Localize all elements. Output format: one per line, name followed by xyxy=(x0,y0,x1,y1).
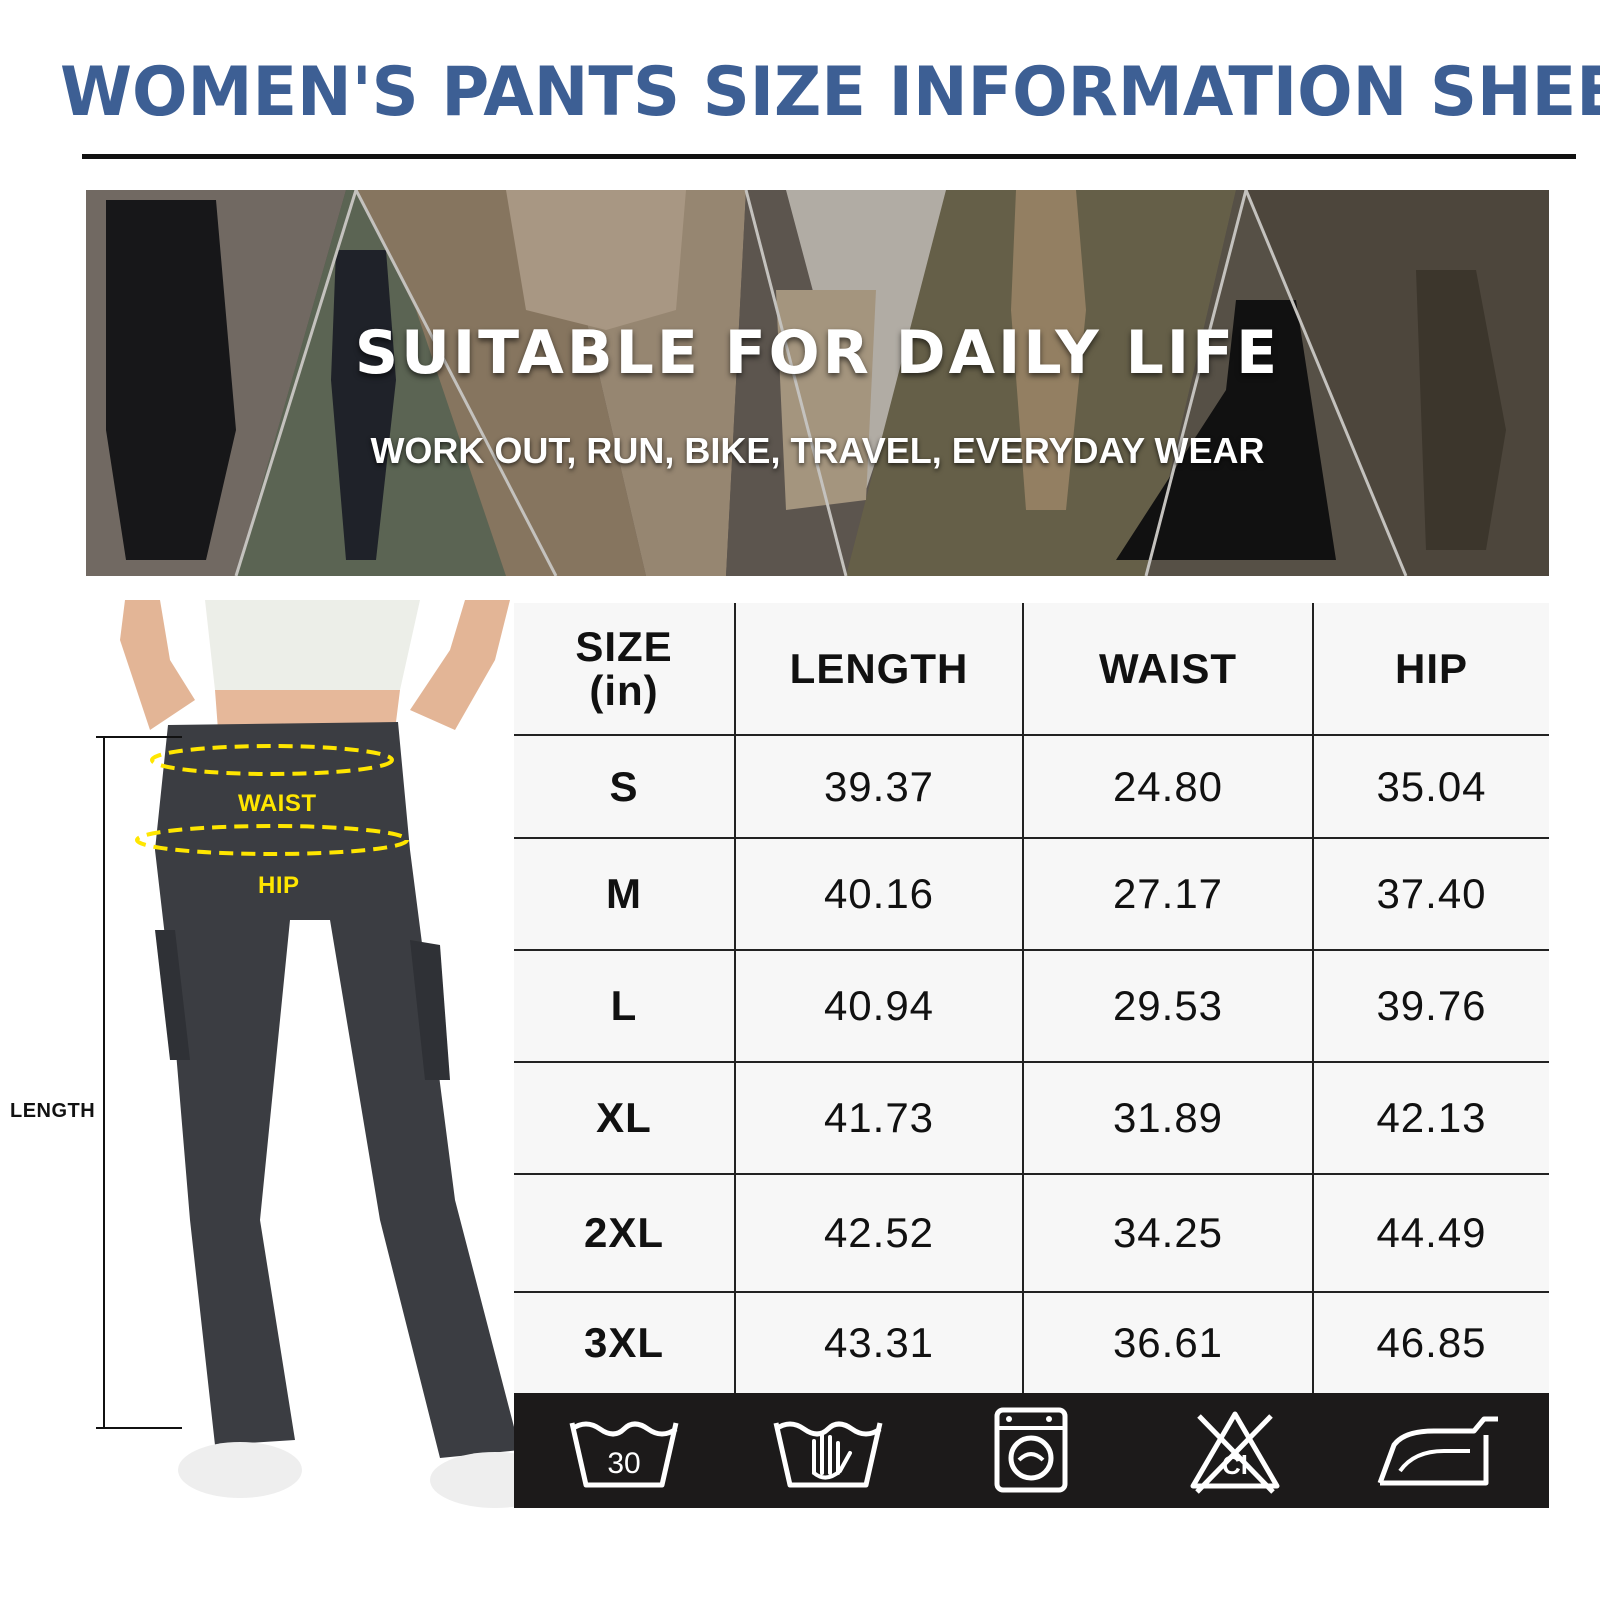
table-row: XL 41.73 31.89 42.13 xyxy=(514,1062,1549,1175)
banner-subline: WORK OUT, RUN, BIKE, TRAVEL, EVERYDAY WE… xyxy=(370,430,1265,471)
length-cell: 40.16 xyxy=(735,838,1024,951)
header-waist: WAIST xyxy=(1023,603,1314,736)
wash-temp-text: 30 xyxy=(607,1447,640,1480)
collage-divider xyxy=(1244,190,1408,576)
header-size-line2: (in) xyxy=(589,666,659,714)
size-cell: L xyxy=(514,950,736,1063)
hand-wash-icon xyxy=(763,1401,893,1501)
hip-cell: 42.13 xyxy=(1313,1062,1549,1175)
length-cell: 41.73 xyxy=(735,1062,1024,1175)
cargo-pocket xyxy=(410,940,450,1080)
size-table: SIZE (in) LENGTH WAIST HIP S 39.37 24.80… xyxy=(514,603,1549,1393)
length-cell: 40.94 xyxy=(735,950,1024,1063)
pants xyxy=(155,722,520,1458)
length-cell: 43.31 xyxy=(735,1292,1024,1393)
waist-cell: 24.80 xyxy=(1023,735,1314,839)
table-row: S 39.37 24.80 35.04 xyxy=(514,735,1549,839)
header-hip: HIP xyxy=(1313,603,1549,736)
waist-cell: 31.89 xyxy=(1023,1062,1314,1175)
iron-icon xyxy=(1374,1401,1504,1501)
collage-divider xyxy=(354,190,558,576)
header-size: SIZE (in) xyxy=(514,603,736,736)
waist-label: WAIST xyxy=(238,790,317,817)
table-row: 2XL 42.52 34.25 44.49 xyxy=(514,1174,1549,1293)
size-cell: M xyxy=(514,838,736,951)
collage-divider xyxy=(1144,190,1248,576)
model-figure: WAIST HIP xyxy=(0,600,590,1540)
length-cell: 39.37 xyxy=(735,735,1024,839)
crop-top xyxy=(205,600,420,690)
cargo-pocket xyxy=(155,930,190,1060)
table-row: 3XL 43.31 36.61 46.85 xyxy=(514,1292,1549,1393)
header-size-line1: SIZE xyxy=(575,622,673,670)
collage-panel xyxy=(786,190,966,490)
person-silhouette xyxy=(1011,190,1086,510)
person-silhouette xyxy=(1116,300,1336,560)
table-header-row: SIZE (in) LENGTH WAIST HIP xyxy=(514,603,1549,736)
collage-divider xyxy=(234,190,358,576)
banner-headline: SUITABLE FOR DAILY LIFE xyxy=(354,318,1281,388)
person-silhouette xyxy=(106,200,236,560)
do-not-bleach-icon: Cl xyxy=(1170,1401,1300,1501)
hip-guide xyxy=(135,824,409,856)
header-length: LENGTH xyxy=(735,603,1024,736)
waist-cell: 36.61 xyxy=(1023,1292,1314,1393)
midriff xyxy=(215,690,400,730)
sneaker xyxy=(178,1442,302,1498)
person-silhouette xyxy=(1416,270,1506,550)
hip-label: HIP xyxy=(258,872,300,899)
waist-cell: 27.17 xyxy=(1023,838,1314,951)
collage-divider xyxy=(744,190,848,576)
size-cell: 2XL xyxy=(514,1174,736,1293)
hip-cell: 46.85 xyxy=(1376,1319,1487,1366)
hip-cell: 35.04 xyxy=(1313,735,1549,839)
lifestyle-banner: SUITABLE FOR DAILY LIFE WORK OUT, RUN, B… xyxy=(86,190,1549,576)
length-label: LENGTH xyxy=(10,1100,96,1122)
page-title: WOMEN'S PANTS SIZE INFORMATION SHEET xyxy=(60,53,1600,132)
banner-shade xyxy=(86,190,1549,576)
banner-collage xyxy=(86,190,1549,576)
machine-wash-icon xyxy=(966,1401,1096,1501)
size-cell: 3XL xyxy=(514,1292,736,1393)
wash-30-icon: 30 xyxy=(559,1401,689,1501)
care-instructions: 30 Cl xyxy=(514,1393,1549,1508)
person-silhouette xyxy=(506,190,686,330)
table-row: M 40.16 27.17 37.40 xyxy=(514,838,1549,951)
size-cell: XL xyxy=(514,1062,736,1175)
table-row: L 40.94 29.53 39.76 xyxy=(514,950,1549,1063)
person-silhouette xyxy=(776,290,876,510)
pants-model-illustration xyxy=(96,600,560,1508)
waist-guide xyxy=(150,744,394,776)
bleach-mark-text: Cl xyxy=(1222,1450,1248,1480)
hip-cell: 37.40 xyxy=(1313,838,1549,951)
person-silhouette xyxy=(331,250,396,560)
hip-cell: 39.76 xyxy=(1313,950,1549,1063)
hip-cell: 44.49 xyxy=(1313,1174,1549,1293)
size-cell: S xyxy=(514,735,736,839)
waist-cell: 29.53 xyxy=(1023,950,1314,1063)
length-cell: 42.52 xyxy=(735,1174,1024,1293)
waist-cell: 34.25 xyxy=(1023,1174,1314,1293)
title-divider xyxy=(82,154,1576,159)
arm xyxy=(120,600,195,730)
arm xyxy=(410,600,510,730)
